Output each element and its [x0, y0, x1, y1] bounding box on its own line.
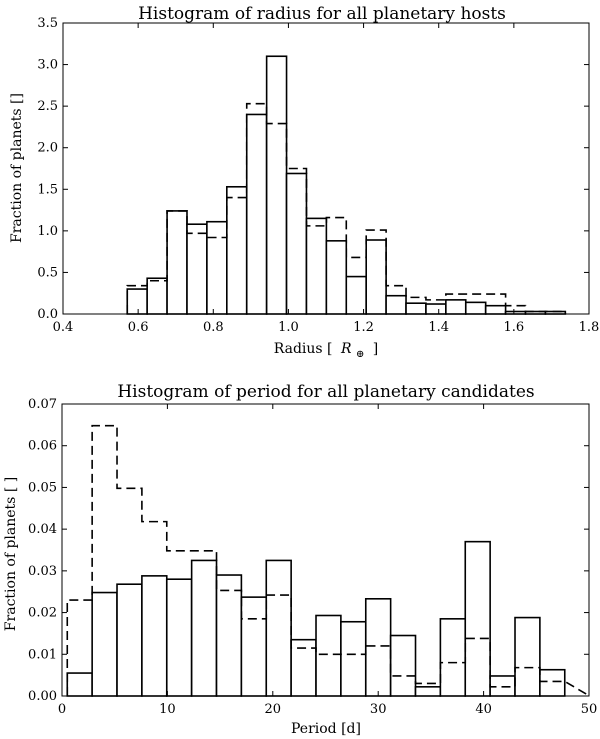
bar-solid-17 [464, 301, 487, 315]
bar-solid-7 [240, 596, 268, 697]
ytick-label: 2.5 [37, 99, 58, 114]
radius-histogram: Histogram of radius for all planetary ho… [9, 4, 599, 361]
bar-solid-16 [445, 299, 467, 315]
bar-solid-6 [245, 113, 268, 315]
radius-histogram-marks [126, 55, 567, 315]
ytick-label: 0.06 [28, 439, 57, 454]
bar-solid-3 [186, 223, 208, 315]
xtick-label: 1.0 [278, 320, 299, 335]
bar-solid-15 [425, 303, 447, 315]
bar-solid-9 [290, 638, 317, 697]
bar-solid-13 [389, 634, 417, 697]
bar-solid-7 [265, 55, 288, 315]
bar-solid-19 [539, 668, 566, 697]
bar-solid-15 [439, 618, 467, 697]
ytick-label: 0.03 [28, 564, 57, 579]
xtick-label: 10 [159, 702, 176, 717]
ytick-label: 0.5 [37, 265, 58, 280]
ytick-label: 0.07 [28, 397, 57, 412]
period-histogram-title: Histogram of period for all planetary ca… [117, 382, 534, 402]
xtick-label: 1.8 [579, 320, 600, 335]
xlabel-subscript: ⊕ [356, 349, 364, 360]
period-histogram-ylabel: Fraction of planets [ ] [3, 477, 19, 631]
bar-solid-17 [489, 675, 516, 697]
period-histogram: Histogram of period for all planetary ca… [3, 382, 597, 737]
xlabel-close: ] [373, 341, 378, 357]
bar-solid-11 [340, 620, 367, 697]
radius-histogram-ylabel: Fraction of planets [] [9, 93, 25, 243]
bar-solid-18 [484, 304, 507, 315]
bar-solid-2 [166, 210, 188, 315]
bar-solid-12 [365, 239, 387, 315]
dashed-series-outline [126, 102, 567, 314]
xtick-label: 50 [581, 702, 598, 717]
xtick-label: 1.2 [353, 320, 374, 335]
bar-solid-1 [146, 277, 168, 315]
ytick-label: 0.00 [28, 689, 57, 704]
xlabel-text: Radius [ [274, 341, 333, 357]
xtick-label: 20 [265, 702, 282, 717]
ytick-label: 2.0 [37, 141, 58, 156]
ytick-label: 1.0 [37, 224, 58, 239]
bar-solid-10 [315, 614, 342, 697]
period-histogram-frame [61, 403, 590, 697]
bar-solid-4 [206, 220, 228, 315]
bar-solid-6 [215, 574, 243, 697]
dashed-series-outline [66, 424, 591, 697]
bar-solid-8 [285, 172, 308, 315]
xtick-label: 40 [475, 702, 492, 717]
xtick-label: 0.6 [128, 320, 149, 335]
bar-solid-13 [385, 294, 407, 315]
bar-solid-8 [265, 559, 292, 697]
bar-solid-0 [126, 288, 148, 315]
ytick-label: 0.0 [37, 307, 58, 322]
xtick-label: 30 [370, 702, 387, 717]
bar-solid-11 [345, 275, 368, 315]
bar-solid-14 [405, 302, 427, 315]
radius-histogram-xlabel: Radius [ R ⊕ ] [274, 341, 379, 361]
bar-solid-2 [116, 583, 143, 697]
ytick-label: 0.01 [28, 647, 57, 662]
bar-solid-16 [464, 540, 491, 697]
ytick-label: 1.5 [37, 182, 58, 197]
ytick-label: 3.0 [37, 58, 58, 73]
ytick-label: 3.5 [37, 16, 58, 31]
period-histogram-marks [66, 424, 591, 697]
bar-solid-3 [141, 575, 168, 697]
bar-solid-10 [325, 240, 348, 315]
bar-solid-18 [514, 616, 541, 697]
radius-histogram-frame [62, 22, 590, 315]
bar-solid-4 [165, 578, 193, 697]
xtick-label: 0.8 [203, 320, 224, 335]
ytick-label: 0.05 [28, 480, 57, 495]
bar-solid-5 [190, 559, 218, 697]
bar-solid-9 [305, 217, 328, 315]
xtick-label: 1.4 [428, 320, 449, 335]
radius-histogram-ticks: 0.4 0.6 0.8 1.0 1.2 1.4 1.6 1.8 0.0 0.5 1.0 1.5 2.0 2… [37, 16, 599, 335]
xlabel-symbol: R [340, 341, 352, 357]
bar-solid-1 [91, 591, 118, 697]
xtick-label: 1.6 [504, 320, 525, 335]
radius-histogram-title: Histogram of radius for all planetary ho… [138, 4, 506, 24]
ytick-label: 0.02 [28, 606, 57, 621]
bar-solid-5 [226, 185, 248, 315]
xtick-label: 0 [58, 702, 66, 717]
bar-solid-0 [66, 672, 93, 697]
bar-solid-12 [364, 598, 392, 697]
ytick-label: 0.04 [28, 522, 57, 537]
bar-solid-14 [414, 686, 442, 697]
xtick-label: 0.4 [53, 320, 74, 335]
period-histogram-xlabel: Period [d] [291, 721, 361, 737]
